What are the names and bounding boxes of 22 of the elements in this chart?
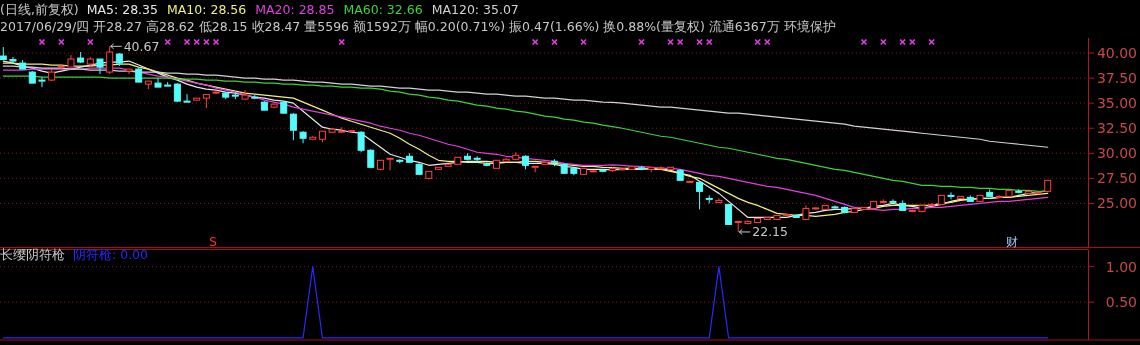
annotation: S	[209, 234, 217, 249]
y-tick-label: 40.00	[1096, 45, 1137, 62]
y-tick-label: 32.50	[1096, 120, 1137, 137]
text: MA120: 35.07	[431, 2, 519, 17]
text: MA20: 28.85	[255, 2, 335, 17]
y-tick-label: 37.50	[1096, 70, 1137, 87]
chart-subtitle: 2017/06/29/四 开28.27 高28.62 低28.15 收28.47 量5596 额1592万 幅0.20(0.71%) 振0.47(1.66%) 换0.88%(量复权) 流通6367万 环境保护	[0, 19, 836, 34]
y-tick-label: 30.00	[1096, 145, 1137, 162]
text: MA60: 32.66	[343, 2, 423, 17]
annotation: 22.15	[752, 224, 789, 240]
chart-title: (日线,前复权)	[0, 2, 79, 17]
y-tick-label: 0.50	[1105, 294, 1137, 311]
text: 阴符枪: 0.00	[73, 247, 149, 262]
chart-title: 长缨阴符枪	[0, 247, 65, 262]
y-tick-label: 35.00	[1096, 95, 1137, 112]
text: MA5: 28.35	[86, 2, 158, 17]
y-tick-label: 25.00	[1096, 195, 1137, 212]
y-tick-label: 27.50	[1096, 170, 1137, 187]
y-tick-label: 1.00	[1105, 258, 1137, 275]
annotation: 财	[1005, 234, 1018, 249]
annotation: 40.67	[123, 38, 160, 54]
text: MA10: 28.56	[167, 2, 247, 17]
